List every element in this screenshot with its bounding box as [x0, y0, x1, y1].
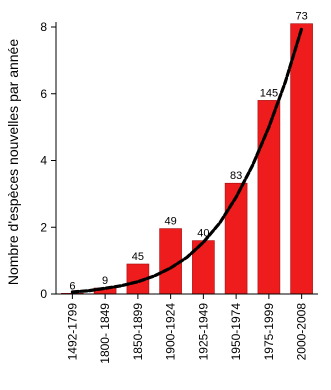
y-tick-label-4: 8 [40, 20, 47, 34]
data-label-1: 9 [102, 275, 108, 287]
x-tick-label-2: 1850-1899 [131, 303, 145, 361]
bar-7 [290, 23, 313, 295]
x-tick-label-5: 1950-1974 [229, 303, 243, 361]
x-tick-label-4: 1925-1949 [196, 303, 210, 361]
y-tick-label-1: 2 [40, 220, 47, 234]
x-tick-label-6: 1975-1999 [262, 303, 276, 361]
x-tick-label-3: 1900-1924 [164, 303, 178, 361]
data-label-7: 73 [295, 11, 307, 23]
x-tick-label-1: 1800- 1849 [98, 303, 112, 364]
data-label-6: 145 [260, 87, 278, 99]
y-axis-label: Nombre d'espèces nouvelles par année [5, 39, 21, 285]
y-tick-label-0: 0 [40, 287, 47, 301]
data-label-5: 83 [230, 170, 242, 182]
trend-curve [70, 27, 304, 294]
data-label-2: 45 [132, 251, 144, 263]
x-tick-label-7: 2000-2008 [295, 303, 309, 361]
y-tick-label-3: 6 [40, 87, 47, 101]
data-label-3: 49 [164, 216, 176, 228]
x-tick-label-0: 1492-1799 [65, 303, 79, 361]
y-tick-label-2: 4 [40, 154, 47, 168]
data-label-0: 6 [69, 280, 75, 292]
